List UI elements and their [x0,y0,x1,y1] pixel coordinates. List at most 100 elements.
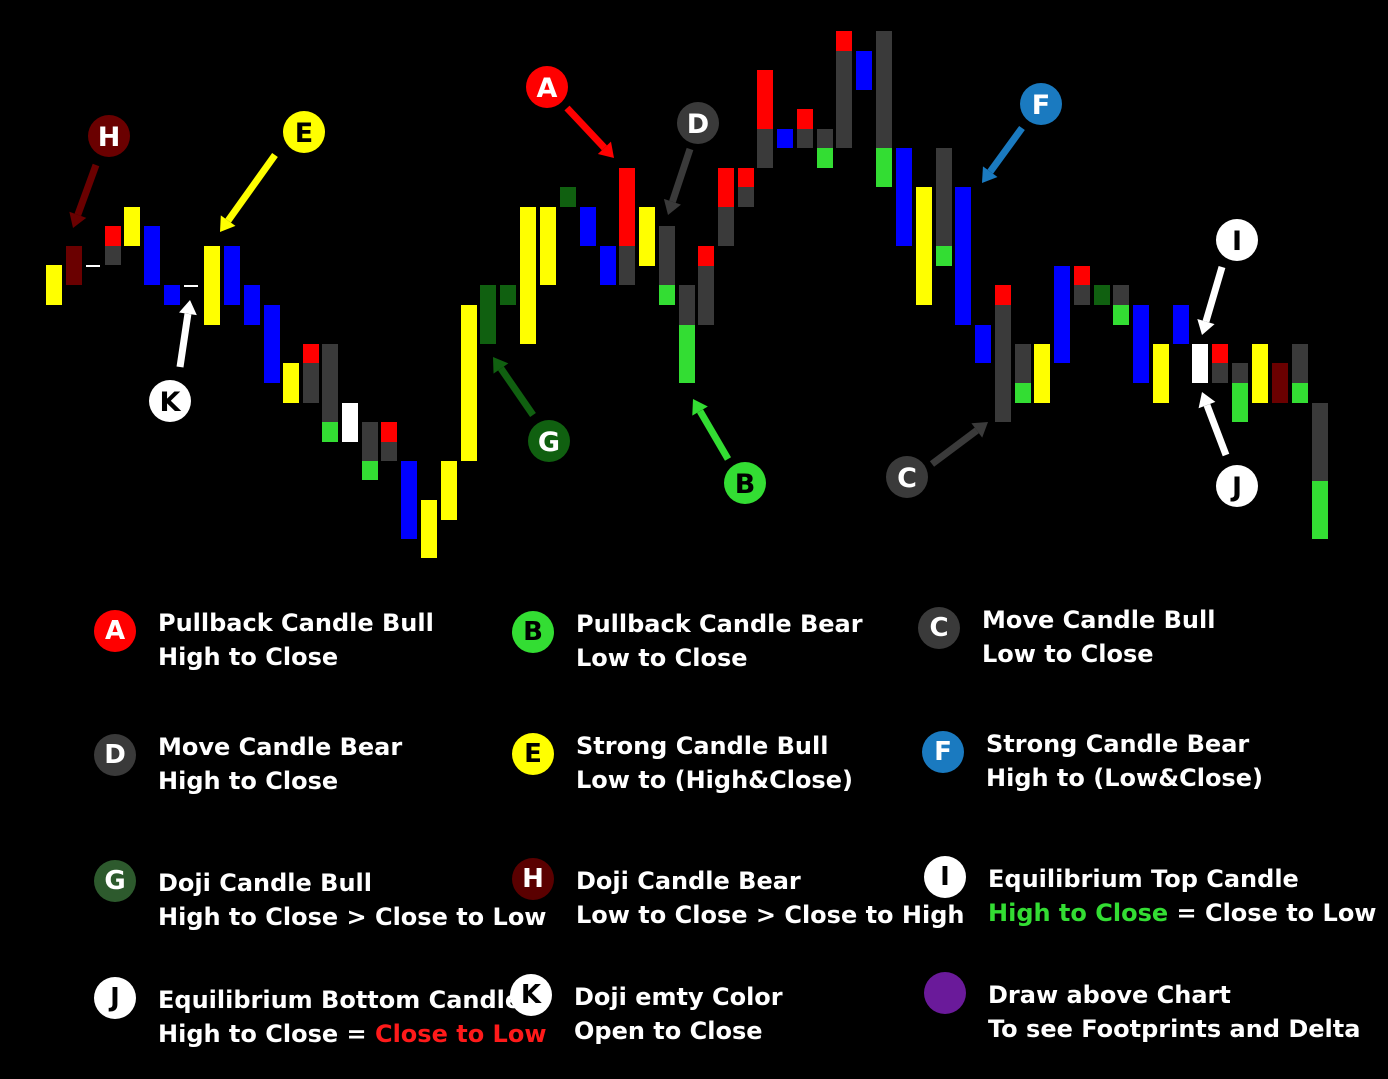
legend-badge-e: E [512,733,554,775]
legend-i-desc-rest: = Close to Low [1168,899,1377,927]
candle-segment [362,422,378,461]
legend-text-g: Doji Candle Bull High to Close > Close t… [158,866,546,934]
candle-segment [1292,383,1308,403]
arrow-k-head [179,300,197,316]
badge-c [886,456,928,498]
candle-segment [955,187,971,325]
arrow-f-head [982,166,998,183]
candle-segment [1312,481,1328,539]
legend-text-purple: Draw above Chart To see Footprints and D… [988,978,1360,1046]
candle-segment [797,129,813,148]
candle-segment [441,461,457,520]
candle-segment [1312,403,1328,481]
legend-item-c: C Move Candle Bull Low to Close [918,606,1215,671]
legend-item-e: E Strong Candle Bull Low to (High&Close) [512,732,853,797]
candle-segment [936,246,952,266]
candle-segment [718,168,734,207]
legend-item-g: G Doji Candle Bull High to Close > Close… [94,860,546,934]
candle-segment [105,226,121,246]
badge-i [1216,219,1258,261]
candle-segment [1153,344,1169,403]
candle-segment [876,148,892,187]
legend-i-desc: High to Close = Close to Low [988,896,1376,930]
legend-c-title: Move Candle Bull [982,606,1216,634]
arrow-f-shaft [987,125,1025,174]
legend-d-title: Move Candle Bear [158,733,403,761]
legend-text-f: Strong Candle Bear High to (Low&Close) [986,727,1263,795]
badge-j [1216,465,1258,507]
arrow-j-head [1198,392,1216,409]
badge-h [88,115,130,157]
legend-item-k: K Doji emty Color Open to Close [510,974,783,1048]
legend-item-j: J Equilibrium Bottom Candle High to Clos… [94,977,546,1051]
candle-segment [1015,383,1031,403]
candle-segment [381,422,397,442]
candle-segment [264,305,280,383]
candle-segment [1094,285,1110,305]
candle-segment [480,285,496,344]
arrows-layer [69,105,1230,467]
candle-segment [698,246,714,266]
legend-k-desc: Open to Close [574,1017,763,1045]
legend-badge-f: F [922,731,964,773]
legend-e-desc: Low to (High&Close) [576,766,853,794]
legend-e-title: Strong Candle Bull [576,732,829,760]
badge-k [149,380,191,422]
candle-segment [461,305,477,461]
candle-segment [600,246,616,285]
candle-segment [580,207,596,246]
arrow-b-shaft [697,409,732,461]
candle-segment [1113,305,1129,325]
arrow-e-head [220,215,236,232]
arrow-k-shaft [176,313,192,368]
legend-badge-k: K [510,974,552,1016]
arrow-h-head [69,211,87,228]
candle-segment [303,363,319,403]
legend-text-b: Pullback Candle Bear Low to Close [576,607,863,675]
candle-segment [124,207,140,246]
arrow-i-shaft [1202,266,1226,323]
candle-segment [224,246,240,305]
candles-layer [46,31,1328,558]
arrow-g-head [493,357,509,374]
legend-badge-purple [924,972,966,1014]
candle-segment [560,187,576,207]
arrow-a-shaft [564,105,607,151]
arrow-c-head [971,422,988,438]
legend-purple-title: Draw above Chart [988,981,1231,1009]
arrow-j-shaft [1203,403,1230,457]
candle-segment [777,129,793,148]
arrow-a-head [597,141,614,158]
arrow-i-head [1197,319,1215,335]
candle-segment [322,344,338,422]
arrow-g-shaft [498,366,536,417]
legend-badge-i: I [924,856,966,898]
candle-segment [659,285,675,305]
legend-text-h: Doji Candle Bear Low to Close > Close to… [576,864,964,932]
badge-a [526,66,568,108]
legend-b-desc: Low to Close [576,644,748,672]
legend-badge-j: J [94,977,136,1019]
legend-item-i: I Equilibrium Top Candle High to Close =… [924,856,1376,930]
badge-e-label: E [295,118,313,149]
badge-d-label: D [687,109,709,140]
candle-segment [975,325,991,363]
candle-segment [244,285,260,325]
candle-segment [1232,363,1248,383]
candle-segment [876,31,892,148]
legend-j-desc-highlight: Close to Low [374,1020,547,1048]
candle-segment [164,285,180,305]
legend-text-d: Move Candle Bear High to Close [158,730,402,798]
candle-segment [1113,285,1129,305]
candle-segment [1232,383,1248,422]
candle-segment [995,285,1011,305]
arrow-c-shaft [929,427,979,467]
badge-j-label: J [1230,472,1242,503]
legend-a-desc: High to Close [158,643,339,671]
candle-segment [1252,344,1268,403]
badge-f-label: F [1032,90,1050,121]
candle-segment [836,51,852,148]
legend-item-h: H Doji Candle Bear Low to Close > Close … [512,858,964,932]
legend-item-a: A Pullback Candle Bull High to Close [94,609,434,674]
candle-segment [1034,344,1050,403]
